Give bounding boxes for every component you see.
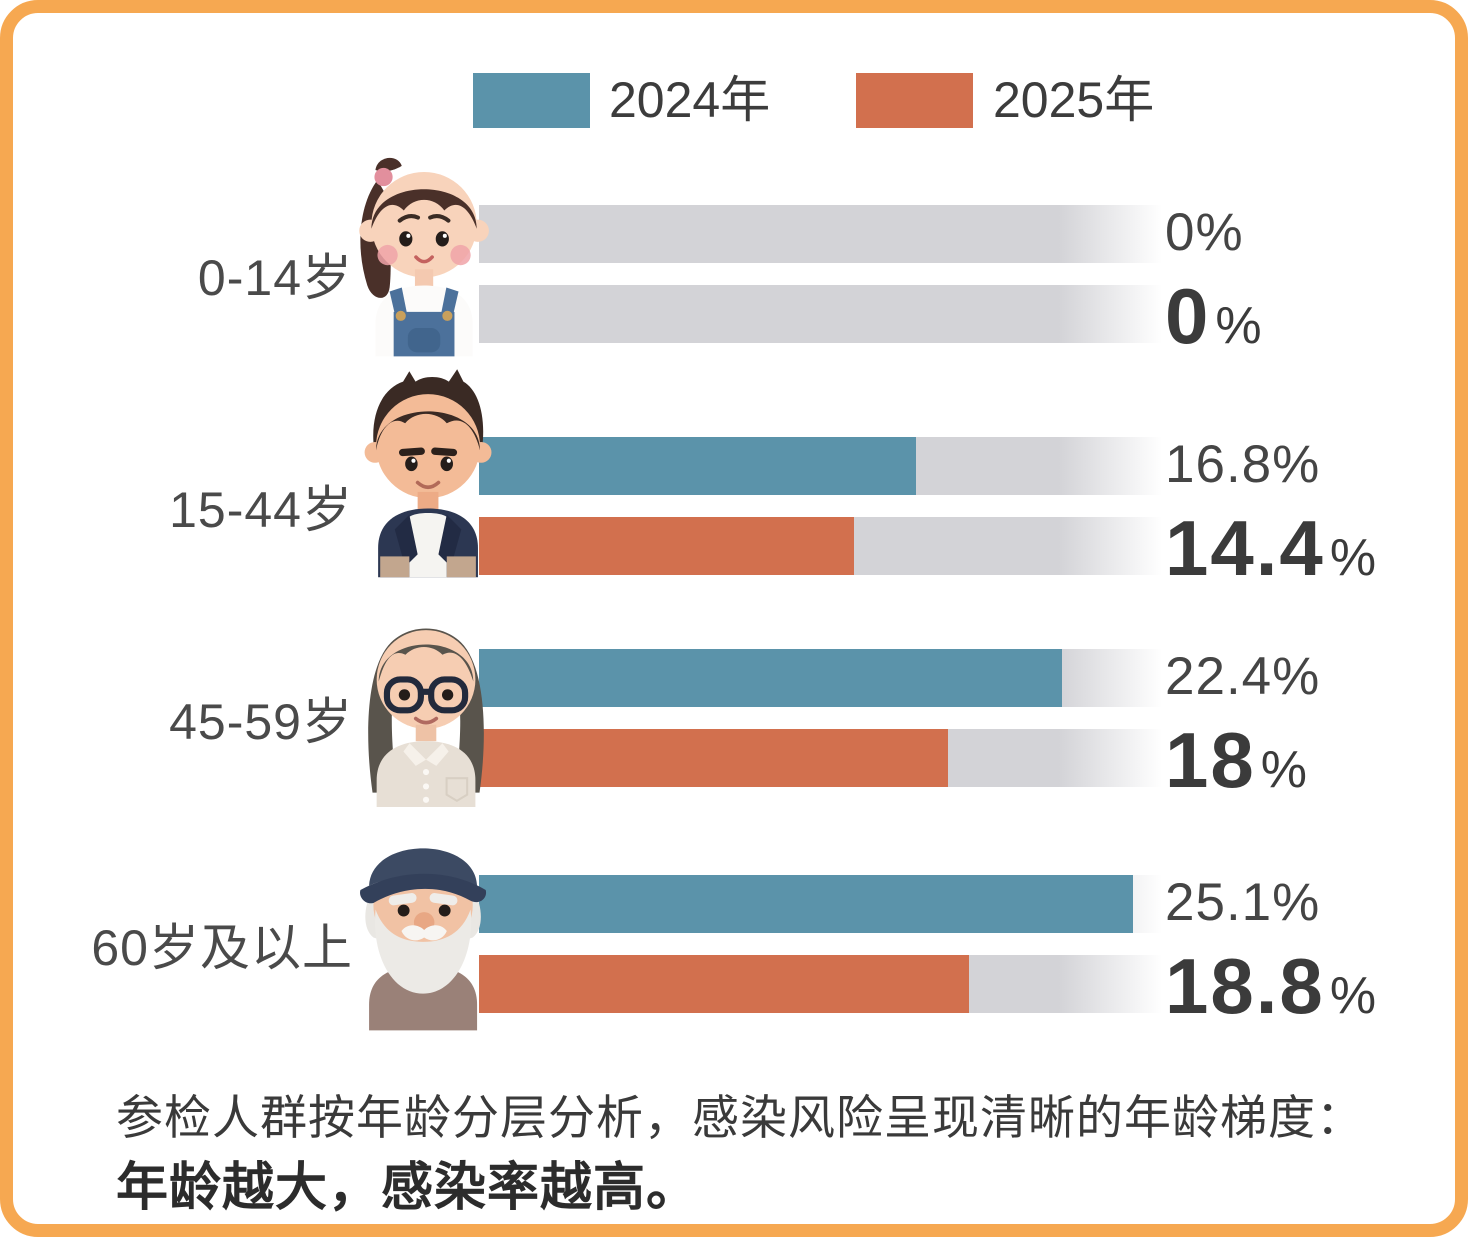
value-label-2025: 0% (1165, 277, 1262, 356)
bar-track-2024 (479, 875, 1169, 933)
age-group-label: 60岁及以上 (91, 920, 353, 976)
value-label-2025: 18.8% (1165, 947, 1376, 1026)
value-label-2024: 22.4% (1165, 647, 1321, 706)
percent-sign: % (1329, 529, 1377, 587)
age-group-label: 45-59岁 (169, 694, 353, 750)
legend-label-2024: 2024年 (609, 72, 771, 128)
bar-track-2024 (479, 437, 1169, 495)
legend-swatch-2024 (473, 73, 590, 128)
footer-analysis-text: 参检人群按年龄分层分析，感染风险呈现清晰的年龄梯度： (116, 1091, 1364, 1144)
bar-track-2025 (479, 955, 1169, 1013)
percent-sign: % (1329, 967, 1377, 1025)
bar-track-2024 (479, 205, 1169, 263)
value-label-2025: 14.4% (1165, 509, 1376, 588)
avatar-elderly-man-icon (341, 803, 503, 1031)
bar-2025 (479, 729, 948, 787)
value-2025-number: 18.8 (1165, 942, 1325, 1030)
bar-track-2025 (479, 285, 1169, 343)
bar-2024 (479, 875, 1133, 933)
footer-conclusion-text: 年龄越大，感染率越高。 (116, 1159, 700, 1217)
avatar-girl-child-icon (343, 143, 495, 357)
age-group-row-45-59: 45-59岁 22.4% 18% (13, 628, 1455, 807)
percent-sign: % (1215, 297, 1262, 355)
bar-2024 (479, 649, 1063, 707)
age-group-row-15-44: 15-44岁 16.8% 14.4% (13, 369, 1455, 587)
value-label-2025: 18% (1165, 721, 1307, 800)
age-group-label: 15-44岁 (169, 482, 353, 538)
age-group-label: 0-14岁 (197, 250, 353, 306)
percent-sign: % (1260, 741, 1308, 799)
value-2025-number: 0 (1165, 272, 1211, 360)
avatar-middle-aged-woman-icon (347, 591, 503, 807)
bar-track-2025 (479, 729, 1169, 787)
bar-2024 (479, 437, 917, 495)
legend-label-2025: 2025年 (993, 72, 1155, 128)
bar-track-2024 (479, 649, 1169, 707)
bar-track-2025 (479, 517, 1169, 575)
age-group-row-0-14: 0-14岁 0% 0% (13, 157, 1455, 357)
value-label-2024: 16.8% (1165, 435, 1321, 494)
value-2025-number: 18 (1165, 716, 1256, 804)
legend-swatch-2025 (856, 73, 973, 128)
age-group-row-60-plus: 60岁及以上 25.1% 18.8% (13, 848, 1455, 1031)
value-label-2024: 0% (1165, 203, 1244, 262)
bar-2025 (479, 955, 969, 1013)
bar-2025 (479, 517, 854, 575)
avatar-young-man-icon (349, 357, 505, 579)
value-label-2024: 25.1% (1165, 873, 1321, 932)
value-2025-number: 14.4 (1165, 504, 1325, 592)
